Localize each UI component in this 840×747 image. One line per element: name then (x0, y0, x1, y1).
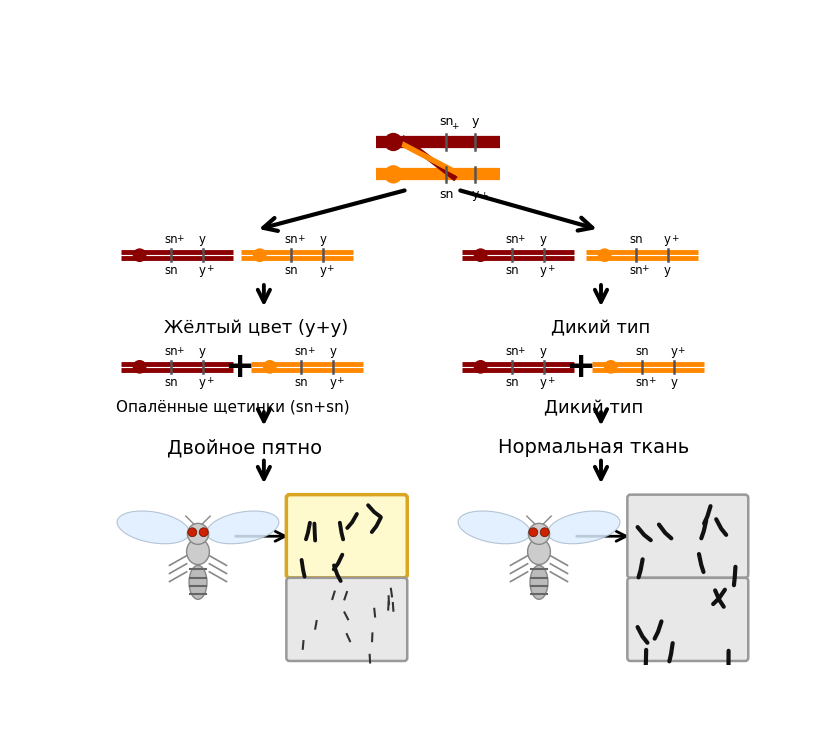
Circle shape (529, 528, 538, 536)
Circle shape (475, 249, 487, 261)
FancyBboxPatch shape (286, 578, 407, 661)
Text: +: + (326, 264, 333, 273)
Circle shape (254, 249, 266, 261)
Text: sn: sn (165, 264, 178, 277)
Text: Двойное пятно: Двойное пятно (167, 438, 322, 457)
Text: +: + (517, 234, 525, 243)
Circle shape (605, 361, 617, 373)
Text: sn: sn (165, 233, 178, 246)
Text: +: + (642, 264, 649, 273)
Circle shape (528, 524, 549, 545)
Ellipse shape (548, 511, 620, 544)
Text: +: + (670, 234, 678, 243)
Ellipse shape (189, 565, 207, 599)
Text: y: y (329, 376, 336, 389)
Ellipse shape (207, 511, 279, 544)
Text: sn: sn (505, 264, 519, 277)
Text: y: y (472, 115, 479, 128)
Circle shape (199, 528, 208, 536)
Text: Опалённые щетинки (sn+sn): Опалённые щетинки (sn+sn) (116, 399, 349, 414)
Ellipse shape (530, 565, 548, 599)
Text: sn: sn (629, 264, 643, 277)
Circle shape (385, 166, 402, 183)
Text: sn: sn (295, 344, 308, 358)
Text: y: y (329, 344, 336, 358)
Text: y: y (472, 188, 479, 201)
Text: y: y (664, 233, 671, 246)
Text: y: y (199, 264, 206, 277)
Text: y: y (319, 233, 326, 246)
Text: +: + (564, 350, 596, 384)
Ellipse shape (458, 511, 530, 544)
Ellipse shape (528, 539, 550, 565)
Text: sn: sn (629, 233, 643, 246)
Circle shape (187, 524, 208, 545)
Text: y: y (670, 376, 677, 389)
Text: y: y (664, 264, 671, 277)
Text: +: + (224, 350, 255, 384)
Text: y: y (540, 233, 547, 246)
Circle shape (385, 134, 402, 150)
Text: y: y (199, 233, 206, 246)
Circle shape (475, 361, 487, 373)
Text: +: + (480, 191, 487, 200)
Text: +: + (547, 376, 554, 385)
Circle shape (540, 528, 549, 536)
Text: +: + (336, 376, 344, 385)
Text: +: + (176, 346, 184, 355)
Text: sn: sn (285, 264, 298, 277)
Text: y: y (670, 344, 677, 358)
Text: +: + (450, 123, 458, 131)
Text: +: + (297, 234, 304, 243)
FancyBboxPatch shape (627, 578, 748, 661)
Text: Жёлтый цвет (y+y): Жёлтый цвет (y+y) (164, 319, 349, 337)
Text: sn: sn (295, 376, 308, 389)
Text: +: + (206, 264, 213, 273)
Text: sn: sn (635, 344, 649, 358)
Text: y: y (540, 376, 547, 389)
Text: sn: sn (438, 115, 454, 128)
Text: sn: sn (165, 344, 178, 358)
Text: +: + (206, 376, 213, 385)
Circle shape (598, 249, 611, 261)
FancyBboxPatch shape (627, 495, 748, 578)
Text: Дикий тип: Дикий тип (543, 399, 643, 417)
Text: sn: sn (635, 376, 649, 389)
Text: y: y (199, 344, 206, 358)
Text: +: + (517, 346, 525, 355)
Text: sn: sn (505, 233, 519, 246)
Text: Дикий тип: Дикий тип (551, 319, 651, 337)
Text: y: y (540, 344, 547, 358)
Text: sn: sn (505, 376, 519, 389)
Text: +: + (677, 346, 685, 355)
Circle shape (134, 361, 146, 373)
Text: sn: sn (285, 233, 298, 246)
Text: Нормальная ткань: Нормальная ткань (497, 438, 689, 457)
Text: +: + (648, 376, 655, 385)
Text: sn: sn (438, 188, 454, 201)
Text: y: y (199, 376, 206, 389)
Ellipse shape (117, 511, 189, 544)
Text: y: y (540, 264, 547, 277)
Text: sn: sn (505, 344, 519, 358)
Ellipse shape (186, 539, 209, 565)
Circle shape (134, 249, 146, 261)
Text: sn: sn (165, 376, 178, 389)
Text: +: + (307, 346, 314, 355)
Text: +: + (176, 234, 184, 243)
Text: +: + (547, 264, 554, 273)
FancyBboxPatch shape (286, 495, 407, 578)
Text: y: y (319, 264, 326, 277)
Circle shape (188, 528, 197, 536)
Circle shape (264, 361, 276, 373)
